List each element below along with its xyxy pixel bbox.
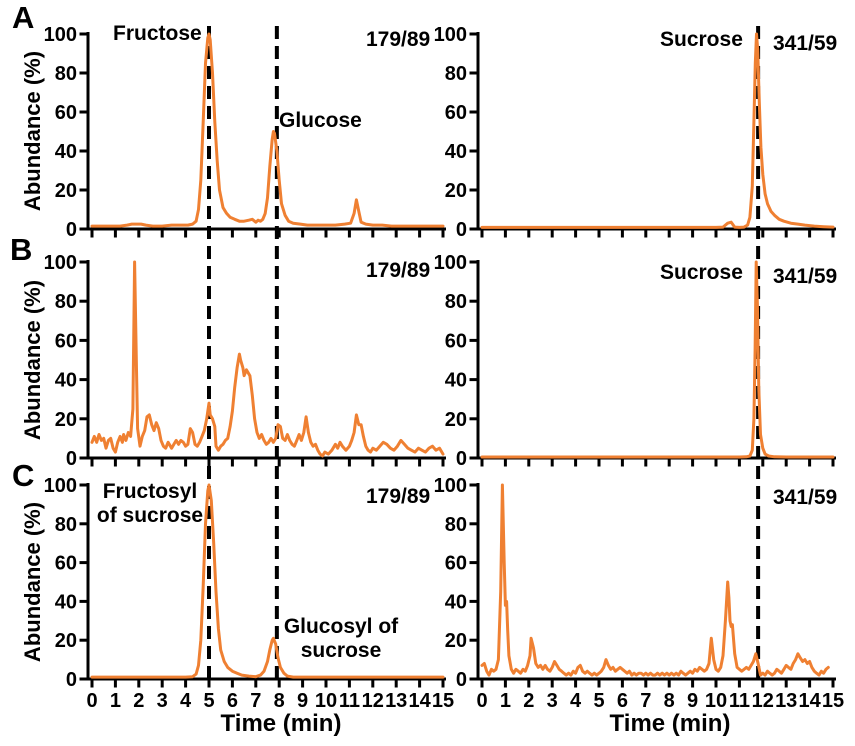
y-tick-label-A-left: 80 (55, 63, 77, 85)
x-tick-label-C-left: 3 (157, 690, 168, 712)
x-tick-label-C-right: 15 (822, 690, 844, 712)
x-tick-label-C-left: 1 (110, 690, 121, 712)
trace-B-right (480, 260, 835, 459)
y-tick-label-C-left: 40 (55, 591, 77, 613)
x-tick-label-C-left: 4 (180, 690, 192, 712)
x-tick-label-C-left: 8 (274, 690, 285, 712)
y-tick-label-C-right: 0 (456, 669, 467, 691)
y-tick-label-A-right: 60 (445, 102, 467, 124)
x-tick-label-C-left: 5 (203, 690, 214, 712)
trace-A-right (480, 32, 835, 229)
x-tick-label-C-right: 12 (752, 690, 774, 712)
y-tick-label-B-right: 100 (434, 252, 467, 274)
x-tick-label-C-right: 4 (570, 690, 582, 712)
x-tick-label-C-right: 3 (547, 690, 558, 712)
trace-A-left (90, 32, 445, 228)
x-tick-label-C-right: 8 (664, 690, 675, 712)
y-tick-label-B-right: 60 (445, 330, 467, 352)
y-tick-label-C-left: 80 (55, 514, 77, 536)
trace-C-right (480, 483, 830, 677)
y-tick-label-B-left: 0 (66, 448, 77, 470)
panel-letter-b: B (10, 232, 33, 267)
y-tick-label-B-right: 20 (445, 409, 467, 431)
y-axis-title-row-b: Abundance (%) (20, 279, 45, 441)
x-tick-label-C-right: 7 (640, 690, 651, 712)
transition-label-c-right: 341/59 (773, 486, 838, 509)
y-tick-label-A-right: 0 (456, 219, 467, 241)
y-tick-label-C-right: 100 (434, 475, 467, 497)
y-tick-label-A-right: 40 (445, 141, 467, 163)
y-tick-label-B-left: 20 (55, 409, 77, 431)
transition-label-c-left: 179/89 (366, 485, 431, 508)
y-tick-label-C-left: 20 (55, 630, 77, 652)
peak-label-glucose: Glucose (279, 109, 362, 132)
x-tick-label-C-left: 0 (86, 690, 97, 712)
y-axis-title-row-c: Abundance (%) (20, 501, 45, 663)
trace-B-left (90, 260, 445, 458)
x-tick-label-C-left: 7 (250, 690, 261, 712)
x-tick-label-C-left: 13 (385, 690, 407, 712)
y-tick-label-B-left: 40 (55, 370, 77, 392)
trace-C-left (90, 483, 445, 679)
y-tick-label-B-right: 40 (445, 370, 467, 392)
x-axis-title-right: Time (min) (609, 710, 731, 737)
x-tick-label-C-right: 11 (729, 690, 750, 712)
peak-label-fructosyl-of-sucrose: Fructosyl of sucrose (96, 480, 204, 527)
panel-letter-c: C (12, 458, 35, 493)
y-tick-label-B-left: 80 (55, 291, 77, 313)
y-tick-label-C-left: 100 (44, 475, 77, 497)
y-tick-label-B-right: 80 (445, 291, 467, 313)
x-tick-label-C-left: 10 (315, 690, 337, 712)
y-tick-label-A-left: 100 (44, 24, 77, 46)
panel-letter-a: A (12, 0, 35, 35)
y-tick-label-C-right: 40 (445, 591, 467, 613)
y-tick-label-C-left: 60 (55, 553, 77, 575)
y-tick-label-C-left: 0 (66, 669, 77, 691)
x-tick-label-C-right: 2 (523, 690, 534, 712)
peak-label-fructose: Fructose (113, 22, 202, 45)
y-tick-label-A-right: 20 (445, 180, 467, 202)
x-tick-label-C-left: 11 (339, 690, 360, 712)
transition-label-a-left: 179/89 (366, 28, 431, 51)
x-tick-label-C-left: 2 (133, 690, 144, 712)
y-tick-label-A-left: 40 (55, 141, 77, 163)
x-tick-label-C-left: 15 (432, 690, 454, 712)
y-tick-label-B-left: 100 (44, 252, 77, 274)
peak-label-glucosyl-of-sucrose: Glucosyl of sucrose (283, 615, 399, 662)
transition-label-b-left: 179/89 (366, 259, 431, 282)
y-tick-label-A-right: 100 (434, 24, 467, 46)
y-tick-label-A-left: 60 (55, 102, 77, 124)
x-tick-label-C-left: 9 (297, 690, 308, 712)
y-tick-label-C-right: 60 (445, 553, 467, 575)
x-tick-label-C-left: 12 (362, 690, 384, 712)
x-tick-label-C-right: 1 (500, 690, 511, 712)
x-tick-label-C-right: 0 (476, 690, 487, 712)
y-tick-label-B-left: 60 (55, 330, 77, 352)
x-tick-label-C-right: 5 (593, 690, 604, 712)
y-tick-label-A-left: 0 (66, 219, 77, 241)
y-tick-label-A-right: 80 (445, 63, 467, 85)
x-tick-label-C-right: 6 (617, 690, 628, 712)
x-axis-title-left: Time (min) (220, 710, 342, 737)
peak-label-sucrose-a: Sucrose (660, 28, 743, 51)
x-tick-label-C-right: 10 (705, 690, 727, 712)
x-tick-label-C-left: 6 (227, 690, 238, 712)
transition-label-b-right: 341/59 (773, 265, 838, 288)
y-axis-title-row-a: Abundance (%) (20, 50, 45, 212)
x-tick-label-C-right: 14 (798, 690, 821, 712)
peak-label-sucrose-b: Sucrose (660, 261, 743, 284)
y-tick-label-B-right: 0 (456, 448, 467, 470)
x-tick-label-C-right: 13 (775, 690, 797, 712)
y-tick-label-C-right: 80 (445, 514, 467, 536)
y-tick-label-A-left: 20 (55, 180, 77, 202)
transition-label-a-right: 341/59 (773, 32, 838, 55)
x-tick-label-C-left: 14 (408, 690, 431, 712)
y-tick-label-C-right: 20 (445, 630, 467, 652)
x-tick-label-C-right: 9 (687, 690, 698, 712)
